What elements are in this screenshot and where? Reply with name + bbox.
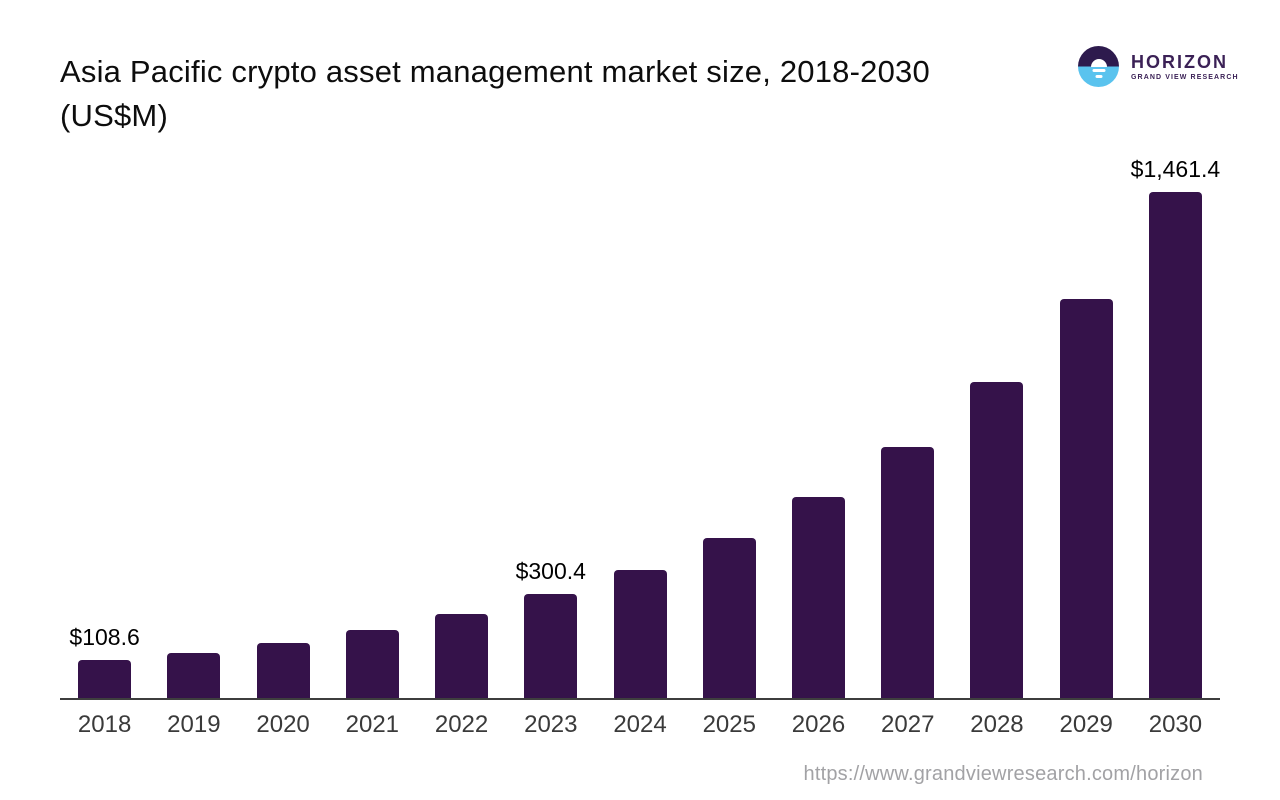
bar-2022	[435, 614, 489, 698]
bar-2027	[881, 447, 935, 698]
bar-slot-2027	[863, 150, 952, 698]
bar-slot-2026	[774, 150, 863, 698]
bar-slot-2029	[1042, 150, 1131, 698]
brand-subname: GRAND VIEW RESEARCH	[1131, 74, 1239, 81]
x-tick-2027: 2027	[881, 711, 935, 738]
logo-ripple-line	[1092, 68, 1105, 72]
bar-value-label-2018: $108.6	[69, 624, 140, 650]
logo-sun-shape	[1090, 58, 1107, 67]
bar-slot-2024	[595, 150, 684, 698]
x-tick-2022: 2022	[434, 711, 489, 738]
x-axis-line	[60, 698, 1220, 700]
x-tick-2029: 2029	[1059, 711, 1113, 738]
bar-slot-2019	[149, 150, 238, 698]
x-tick-2026: 2026	[791, 711, 846, 738]
bar-2019	[167, 653, 221, 698]
brand-logo: HORIZON GRAND VIEW RESEARCH	[1078, 46, 1239, 87]
bar-slot-2030: $1,461.4	[1131, 150, 1220, 698]
x-tick-2019: 2019	[167, 711, 221, 738]
x-tick-2030: 2030	[1148, 711, 1203, 738]
x-tick-2025: 2025	[702, 711, 756, 738]
x-axis-tick-labels: 2018 2019 2020 2021 2022 2023 2024 2025 2026 2027…	[60, 711, 1220, 739]
logo-text: HORIZON GRAND VIEW RESEARCH	[1131, 52, 1239, 81]
bar-2030: $1,461.4	[1131, 156, 1220, 698]
bar-value-label-2023: $300.4	[515, 558, 586, 584]
title-line-2: (US$M)	[60, 98, 168, 133]
x-tick-2020: 2020	[256, 711, 310, 738]
logo-ripple-line	[1095, 74, 1102, 78]
source-url: https://www.grandviewresearch.com/horizo…	[803, 763, 1203, 785]
bar-slot-2025	[685, 150, 774, 698]
bar-2023: $300.4	[516, 558, 586, 698]
bar-slot-2023: $300.4	[506, 150, 595, 698]
bar-2029	[1059, 299, 1113, 698]
bar-2025	[702, 538, 756, 698]
bar-2020	[256, 643, 310, 698]
brand-name: HORIZON	[1131, 52, 1228, 72]
title-line-1: Asia Pacific crypto asset management mar…	[60, 54, 930, 89]
x-tick-2028: 2028	[970, 711, 1024, 738]
x-tick-2023: 2023	[524, 711, 578, 738]
bar-2018: $108.6	[69, 624, 140, 698]
x-tick-2018: 2018	[77, 711, 132, 738]
page-title: Asia Pacific crypto asset management mar…	[60, 50, 1070, 138]
bar-value-label-2030: $1,461.4	[1130, 156, 1221, 182]
bar-slot-2021	[328, 150, 417, 698]
bar-slot-2020	[238, 150, 327, 698]
bar-2021	[345, 630, 399, 698]
bar-slot-2018: $108.6	[60, 150, 149, 698]
x-tick-2024: 2024	[613, 711, 667, 738]
bar-chart-plot-area: $108.6 $300.4 $1,461.4	[60, 150, 1220, 698]
horizon-logo-icon	[1078, 46, 1119, 87]
bar-2026	[791, 497, 845, 698]
bar-slot-2028	[952, 150, 1041, 698]
bar-2028	[970, 382, 1024, 698]
x-tick-2021: 2021	[345, 711, 400, 738]
bar-2024	[613, 570, 667, 698]
bar-slot-2022	[417, 150, 506, 698]
